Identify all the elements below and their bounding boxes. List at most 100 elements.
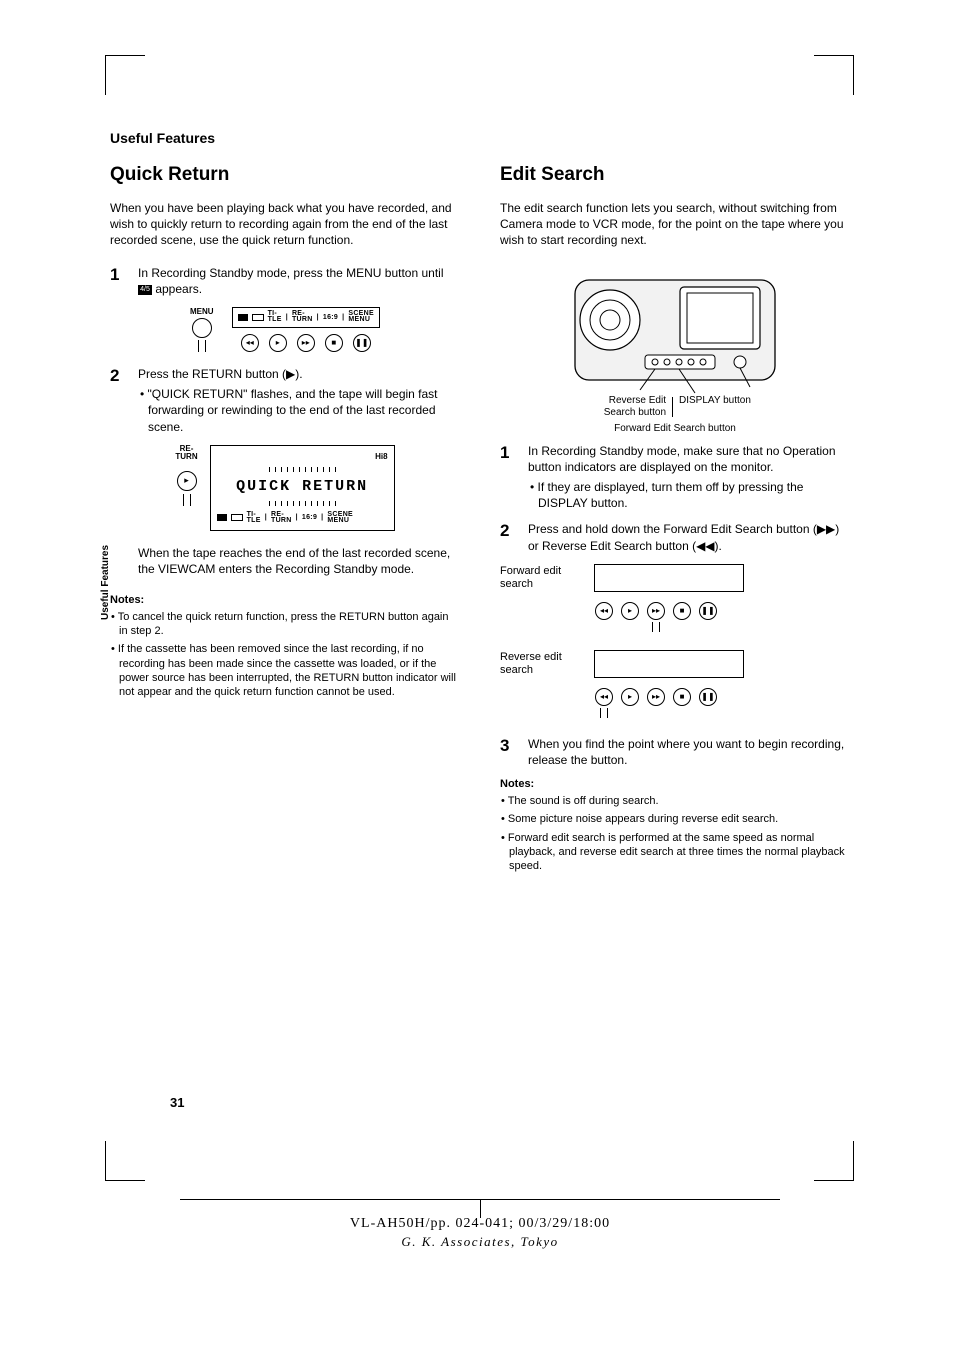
reverse-edit-annot: Reverse EditSearch button bbox=[581, 395, 666, 419]
reverse-search-diagram: Reverse editsearch ◂◂ ▸ ▸▸ ■ ❚❚ bbox=[500, 650, 850, 718]
step-number: 1 bbox=[110, 265, 128, 297]
left-column: Quick Return When you have been playing … bbox=[110, 164, 460, 878]
note-item: • If the cassette has been removed since… bbox=[110, 642, 460, 699]
button-circle-icon bbox=[192, 318, 212, 338]
stop-icon: ■ bbox=[325, 334, 343, 352]
pause-icon: ❚❚ bbox=[699, 602, 717, 620]
quick-return-text: QUICK RETURN bbox=[217, 478, 388, 495]
es-step1-bullet: • If they are displayed, turn them off b… bbox=[528, 479, 850, 511]
step2-text: Press the RETURN button (▶). bbox=[138, 366, 460, 382]
transport-row-rev: ◂◂ ▸ ▸▸ ■ ❚❚ bbox=[595, 688, 850, 718]
rewind-icon: ◂◂ bbox=[595, 602, 613, 620]
forward-edit-annot: Forward Edit Search button bbox=[500, 423, 850, 435]
center-tick-bottom bbox=[480, 1200, 481, 1218]
step-text: Press and hold down the Forward Edit Sea… bbox=[528, 521, 850, 553]
menu-button-graphic: MENU bbox=[190, 307, 214, 352]
step-number: 1 bbox=[500, 443, 518, 512]
ff-icon: ▸▸ bbox=[647, 688, 665, 706]
camcorder-diagram: Reverse EditSearch button DISPLAY button… bbox=[500, 265, 850, 435]
footer-line-1: VL-AH50H/pp. 024-041; 00/3/29/18:00 bbox=[110, 1216, 850, 1232]
edit-search-intro: The edit search function lets you search… bbox=[500, 200, 850, 249]
lcd-strip-inner: TI-TLE| RE-TURN| 16:9| SCENEMENU bbox=[217, 512, 388, 525]
notes-header: Notes: bbox=[500, 778, 850, 790]
note-item: • The sound is off during search. bbox=[500, 794, 850, 808]
play-icon: ▸ bbox=[269, 334, 287, 352]
edit-search-title: Edit Search bbox=[500, 164, 850, 186]
note-item: • Forward edit search is performed at th… bbox=[500, 831, 850, 874]
forward-search-diagram: Forward editsearch ◂◂ ▸ ▸▸ ■ ❚❚ bbox=[500, 564, 850, 632]
flash-spokes-top bbox=[217, 467, 388, 472]
two-column-layout: Quick Return When you have been playing … bbox=[110, 164, 850, 878]
es-step-3: 3 When you find the point where you want… bbox=[500, 736, 850, 768]
es-step-2: 2 Press and hold down the Forward Edit S… bbox=[500, 521, 850, 553]
lcd-batt-icon bbox=[238, 314, 248, 321]
footer-line-2: G. K. Associates, Tokyo bbox=[110, 1234, 850, 1250]
qr-post-text: When the tape reaches the end of the las… bbox=[138, 545, 460, 577]
lcd-batt-icon bbox=[217, 514, 227, 521]
transport-row-fwd: ◂◂ ▸ ▸▸ ■ ❚❚ bbox=[595, 602, 850, 632]
es-step1-text: In Recording Standby mode, make sure tha… bbox=[528, 443, 850, 475]
note-item: • To cancel the quick return function, p… bbox=[110, 610, 460, 639]
rewind-icon: ◂◂ bbox=[595, 688, 613, 706]
right-column: Edit Search The edit search function let… bbox=[500, 164, 850, 878]
hi8-logo: Hi8 bbox=[217, 452, 388, 461]
ff-icon: ▸▸ bbox=[647, 602, 665, 620]
step-number: 2 bbox=[500, 521, 518, 553]
section-header: Useful Features bbox=[110, 130, 850, 146]
button-stem-icon bbox=[600, 708, 608, 718]
quick-return-lcd-diagram: RE-TURN ▸ Hi8 QUICK RETURN bbox=[110, 445, 460, 532]
lcd-tape-icon bbox=[231, 514, 243, 521]
qr-step-1: 1 In Recording Standby mode, press the M… bbox=[110, 265, 460, 297]
button-stem-icon bbox=[183, 494, 191, 506]
display-btn-annot: DISPLAY button bbox=[679, 395, 769, 419]
qr-step-2: 2 Press the RETURN button (▶). • "QUICK … bbox=[110, 366, 460, 435]
rewind-icon: ◂◂ bbox=[241, 334, 259, 352]
es-step-1: 1 In Recording Standby mode, make sure t… bbox=[500, 443, 850, 512]
step-text: In Recording Standby mode, make sure tha… bbox=[528, 443, 850, 512]
ff-button-active: ▸▸ bbox=[647, 602, 665, 632]
step1-text-b: appears. bbox=[152, 282, 202, 296]
button-stem-icon bbox=[652, 622, 660, 632]
step2-bullet: • "QUICK RETURN" flashes, and the tape w… bbox=[138, 386, 460, 435]
camcorder-svg-icon bbox=[565, 265, 785, 395]
page-content: Useful Features Useful Features Quick Re… bbox=[110, 60, 850, 1160]
notes-header: Notes: bbox=[110, 594, 460, 606]
quick-return-intro: When you have been playing back what you… bbox=[110, 200, 460, 249]
step-number: 2 bbox=[110, 366, 128, 435]
menu-label: MENU bbox=[190, 307, 214, 316]
play-icon: ▸ bbox=[621, 602, 639, 620]
transport-buttons-row: ◂◂ ▸ ▸▸ ■ ❚❚ bbox=[232, 334, 380, 352]
lcd-screen-big: Hi8 QUICK RETURN TI-TLE| RE-TURN| bbox=[210, 445, 395, 532]
button-stem-icon bbox=[198, 340, 206, 352]
rev-search-label: Reverse editsearch bbox=[500, 651, 580, 677]
step-text: When you find the point where you want t… bbox=[528, 736, 850, 768]
side-tab: Useful Features bbox=[100, 545, 111, 620]
step-text: In Recording Standby mode, press the MEN… bbox=[138, 265, 460, 297]
quick-return-title: Quick Return bbox=[110, 164, 460, 186]
return-label: RE-TURN bbox=[175, 445, 197, 461]
footer: VL-AH50H/pp. 024-041; 00/3/29/18:00 G. K… bbox=[110, 1216, 850, 1250]
page-number: 31 bbox=[170, 1095, 184, 1110]
annot-divider bbox=[672, 397, 673, 417]
stop-icon: ■ bbox=[673, 602, 691, 620]
play-icon: ▸ bbox=[621, 688, 639, 706]
step-number: 3 bbox=[500, 736, 518, 768]
menu-button-diagram: MENU TI-TLE| RE-TURN| 16:9| SCENEMENU bbox=[110, 307, 460, 352]
rew-button-active: ◂◂ bbox=[595, 688, 613, 718]
fwd-search-label: Forward editsearch bbox=[500, 565, 580, 591]
lcd-tape-icon bbox=[252, 314, 264, 321]
ff-icon: ▸▸ bbox=[297, 334, 315, 352]
lcd-strip-diagram: TI-TLE| RE-TURN| 16:9| SCENEMENU ◂◂ ▸ ▸▸… bbox=[232, 307, 380, 352]
pause-icon: ❚❚ bbox=[353, 334, 371, 352]
stop-icon: ■ bbox=[673, 688, 691, 706]
pause-icon: ❚❚ bbox=[699, 688, 717, 706]
play-circle-icon: ▸ bbox=[177, 471, 197, 491]
return-button-graphic: RE-TURN ▸ bbox=[175, 445, 197, 506]
lcd-strip: TI-TLE| RE-TURN| 16:9| SCENEMENU bbox=[232, 307, 380, 328]
step-text: Press the RETURN button (▶). • "QUICK RE… bbox=[138, 366, 460, 435]
flash-spokes-bot bbox=[217, 501, 388, 506]
menu-glyph-icon: 4/5 bbox=[138, 285, 152, 295]
lcd-blank bbox=[594, 650, 744, 678]
step1-text-a: In Recording Standby mode, press the MEN… bbox=[138, 266, 444, 280]
lcd-blank bbox=[594, 564, 744, 592]
